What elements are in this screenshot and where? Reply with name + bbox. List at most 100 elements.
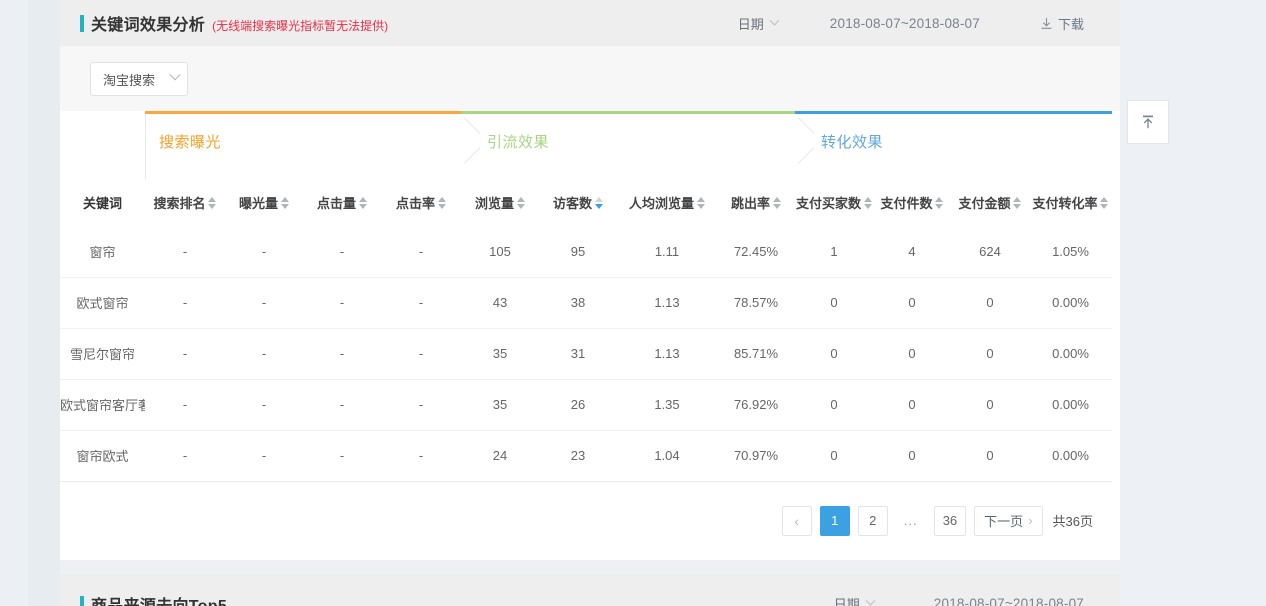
table-cell: - <box>145 277 225 329</box>
keyword-link[interactable]: 窗帘欧式 <box>76 449 129 464</box>
table-cell: 76.92% <box>717 379 795 431</box>
sort-icon[interactable] <box>280 197 289 209</box>
column-header-search-rank[interactable]: 搜索排名 <box>145 179 225 226</box>
group-bar-traffic <box>461 111 795 114</box>
column-header-ctr[interactable]: 点击率 <box>381 179 461 226</box>
download-button[interactable]: 下载 <box>1040 14 1084 33</box>
column-header-bounce-rate[interactable]: 跳出率 <box>717 179 795 226</box>
table-cell: 78.57% <box>717 277 795 329</box>
column-header-conversion-rate[interactable]: 支付转化率 <box>1029 179 1112 226</box>
pagination-next-label: 下一页 <box>984 514 1024 529</box>
table-cell: 0.00% <box>1029 379 1112 431</box>
column-header-paid-buyers[interactable]: 支付买家数 <box>795 179 873 226</box>
download-icon <box>1041 17 1052 29</box>
sort-icon[interactable] <box>516 197 525 209</box>
table-cell: 35 <box>461 379 539 431</box>
table-cell: 23 <box>539 430 617 482</box>
channel-select-value: 淘宝搜索 <box>103 72 156 88</box>
sort-icon[interactable] <box>1100 197 1109 209</box>
table-cell: 1.13 <box>617 277 717 329</box>
sort-icon[interactable] <box>358 197 367 209</box>
table-cell: - <box>381 226 461 278</box>
back-to-top-button[interactable] <box>1127 100 1169 144</box>
column-header-avg-pageviews[interactable]: 人均浏览量 <box>617 179 717 226</box>
pagination-page-1[interactable]: 1 <box>819 505 850 536</box>
pagination-next-button[interactable]: 下一页 › <box>974 505 1043 536</box>
table-cell: - <box>303 226 381 278</box>
table-row: 窗帘欧式 - - - -24 23 1.04 70.97% 0 0 0 0.00% <box>60 430 1112 482</box>
chevron-down-icon <box>865 595 876 606</box>
table-cell: 0 <box>873 277 951 329</box>
group-label-conversion: 转化效果 <box>821 134 884 151</box>
pagination-page-last[interactable]: 36 <box>933 505 967 536</box>
table-cell: 24 <box>461 430 539 482</box>
pagination-page-2[interactable]: 2 <box>857 505 888 536</box>
table-cell: - <box>303 277 381 329</box>
table-cell: - <box>145 226 225 278</box>
keyword-cell[interactable]: 窗帘欧式 <box>60 430 145 482</box>
column-header-paid-items[interactable]: 支付件数 <box>873 179 951 226</box>
keyword-cell[interactable]: 欧式窗帘 <box>60 277 145 329</box>
table-cell: 43 <box>461 277 539 329</box>
sort-icon[interactable] <box>935 197 944 209</box>
sort-icon[interactable] <box>772 197 781 209</box>
table-cell: 1.05% <box>1029 226 1112 278</box>
table-cell: 1.11 <box>617 226 717 278</box>
keyword-link[interactable]: 雪尼尔窗帘 <box>69 347 135 362</box>
keyword-analysis-body: 淘宝搜索 搜 <box>60 46 1120 560</box>
group-label-traffic: 引流效果 <box>487 134 550 151</box>
keyword-cell[interactable]: 雪尼尔窗帘 <box>60 328 145 380</box>
column-label: 支付金额 <box>958 196 1011 211</box>
date-range-text: 2018-08-07~2018-08-07 <box>829 15 980 31</box>
table-cell: 72.45% <box>717 226 795 278</box>
pagination-prev[interactable]: ‹ <box>781 505 812 536</box>
keyword-cell[interactable]: 窗帘 <box>60 226 145 278</box>
sort-icon[interactable] <box>1013 197 1022 209</box>
column-header-visitors[interactable]: 访客数 <box>539 179 617 226</box>
table-row: 欧式窗帘客厅奢 - - - -35 26 1.35 76.92% 0 0 0 0.00% <box>60 379 1112 431</box>
channel-select[interactable]: 淘宝搜索 <box>90 62 188 96</box>
pagination-ellipsis: ... <box>903 513 918 528</box>
keyword-analysis-header: 关键词效果分析 (无线端搜索曝光指标暂无法提供) 日期 2018-08-07~2… <box>60 0 1120 46</box>
group-conversion-effect: 转化效果 <box>795 111 1112 179</box>
keyword-link[interactable]: 欧式窗帘 <box>76 296 129 311</box>
card2-header-controls: 日期 2018-08-07~2018-08-07 <box>834 594 1120 606</box>
arrow-up-to-bar-icon <box>1143 115 1153 129</box>
table-row: 欧式窗帘 - - - -43 38 1.13 78.57% 0 0 0 0.00% <box>60 277 1112 329</box>
table-cell: 0 <box>795 379 873 431</box>
table-cell: 0 <box>795 277 873 329</box>
table-cell: 0 <box>873 328 951 380</box>
sort-icon[interactable] <box>208 197 217 209</box>
table-cell: 0 <box>951 430 1029 482</box>
table-cell: 4 <box>873 226 951 278</box>
column-label: 访客数 <box>552 196 592 211</box>
table-cell: 0 <box>951 379 1029 431</box>
group-header-row: 搜索曝光 引流效果 转化效果 <box>60 111 1112 179</box>
table-cell: - <box>225 430 303 482</box>
keyword-link[interactable]: 窗帘 <box>89 244 116 260</box>
sort-icon[interactable] <box>863 197 872 209</box>
table-cell: - <box>381 277 461 329</box>
table-cell: - <box>381 328 461 380</box>
column-header-exposure[interactable]: 曝光量 <box>225 179 303 226</box>
date-filter-dropdown[interactable]: 日期 <box>738 14 780 33</box>
group-chevron-separator <box>794 114 814 179</box>
table-cell: 1 <box>795 226 873 278</box>
sort-icon[interactable] <box>696 197 705 209</box>
table-cell: - <box>381 379 461 431</box>
table-cell: 0 <box>795 328 873 380</box>
table-cell: - <box>225 328 303 380</box>
column-header-clicks[interactable]: 点击量 <box>303 179 381 226</box>
sort-icon-active[interactable] <box>594 197 603 209</box>
keyword-cell[interactable]: 欧式窗帘客厅奢 <box>60 379 145 431</box>
table-row: 雪尼尔窗帘 - - - -35 31 1.13 85.71% 0 0 0 0.00% <box>60 328 1112 380</box>
keyword-link[interactable]: 欧式窗帘客厅奢 <box>60 398 145 413</box>
sort-icon[interactable] <box>437 197 446 209</box>
card2-date-filter-dropdown[interactable]: 日期 <box>834 594 876 606</box>
group-spacer <box>60 111 145 179</box>
column-header-pageviews[interactable]: 浏览量 <box>461 179 539 226</box>
table-cell: 0 <box>873 379 951 431</box>
keyword-table: 搜索曝光 引流效果 转化效果 <box>60 111 1112 482</box>
column-header-paid-amount[interactable]: 支付金额 <box>951 179 1029 226</box>
title-accent-bar <box>80 595 84 606</box>
